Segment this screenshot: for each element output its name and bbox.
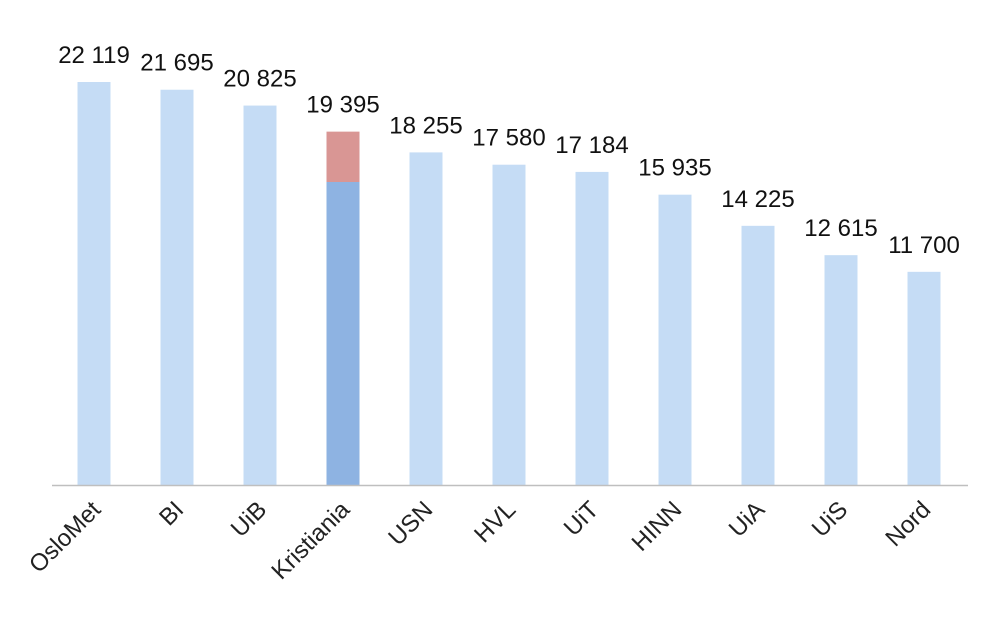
data-label-uit: 17 184 (555, 132, 628, 159)
data-label-uia: 14 225 (721, 186, 794, 213)
tick-label-bi: BI (154, 496, 189, 531)
data-label-nord: 11 700 (888, 232, 960, 259)
tick-label-nord: Nord (880, 496, 936, 552)
data-label-usn: 18 255 (389, 112, 462, 139)
bar-kristiania-base-segment (326, 182, 360, 485)
bar-oslomet (77, 82, 111, 485)
bar-hinn (658, 194, 692, 485)
tick-label-usn: USN (383, 496, 438, 551)
bar-kristiania-top-segment (326, 131, 360, 183)
data-label-kristiania: 19 395 (306, 92, 379, 119)
data-label-hvl: 17 580 (472, 125, 545, 152)
tick-label-hvl: HVL (469, 496, 521, 548)
bar-hvl (492, 164, 526, 485)
bar-uis (824, 255, 858, 485)
tick-label-uis: UiS (807, 496, 853, 542)
bar-bi (160, 89, 194, 485)
tick-label-uib: UiB (226, 496, 272, 542)
tick-label-uit: UiT (559, 496, 605, 542)
data-label-oslomet: 22 119 (58, 42, 130, 69)
data-label-hinn: 15 935 (638, 155, 711, 182)
data-label-uis: 12 615 (804, 215, 877, 242)
bar-nord (907, 271, 941, 485)
tick-label-uia: UiA (724, 496, 770, 542)
data-label-bi: 21 695 (140, 50, 213, 77)
tick-label-hinn: HINN (627, 496, 688, 557)
bar-usn (409, 152, 443, 486)
bar-uit (575, 171, 609, 485)
bar-uib (243, 105, 277, 485)
bar-uia (741, 225, 775, 486)
data-label-uib: 20 825 (223, 66, 296, 93)
tick-label-kristiania: Kristiania (266, 496, 355, 585)
tick-label-oslomet: OsloMet (24, 496, 107, 579)
